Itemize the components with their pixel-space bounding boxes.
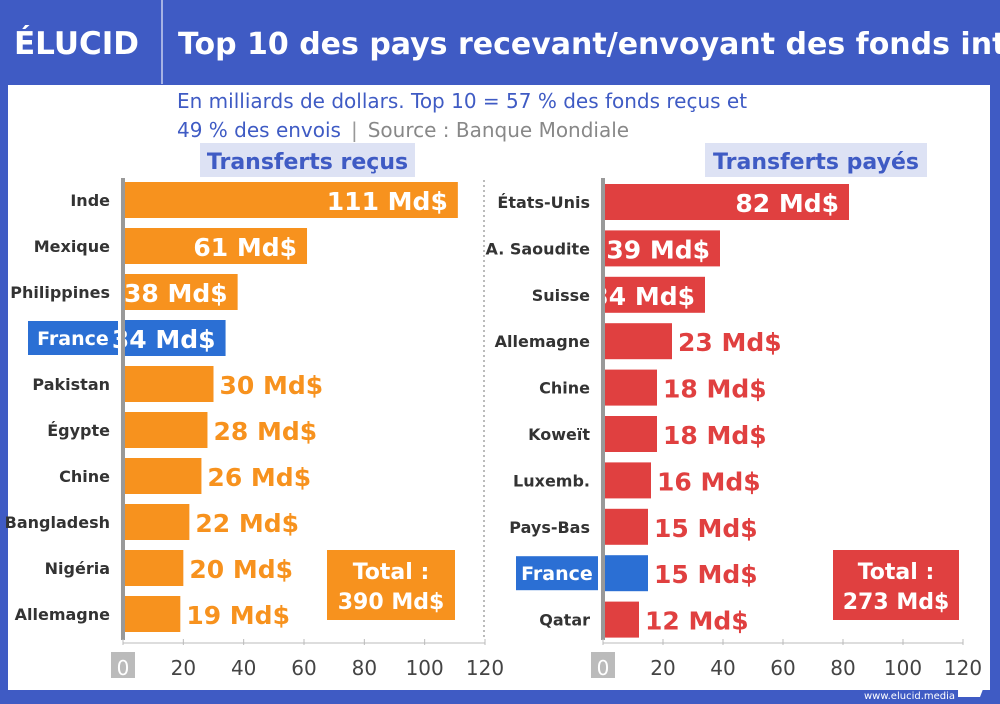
subtitle-line1: En milliards de dollars. Top 10 = 57 % d… — [177, 89, 747, 113]
logo-flag-icon — [958, 684, 985, 697]
category-label: Chine — [59, 467, 110, 486]
france-label-bg — [28, 321, 118, 355]
value-label: 20 Md$ — [189, 555, 293, 584]
total-label: Total : — [353, 560, 430, 585]
category-label: Égypte — [47, 421, 110, 440]
value-label: 15 Md$ — [654, 560, 758, 589]
category-label: Koweït — [528, 425, 590, 444]
bar-Allemagne — [123, 596, 181, 632]
bar-France — [123, 320, 226, 356]
bar-Pays-Bas — [603, 508, 648, 545]
bar-Égypte — [123, 412, 208, 448]
chart-title: Transferts reçus — [207, 150, 408, 175]
x-tick-label: 100 — [884, 656, 922, 680]
total-value: 273 Md$ — [843, 590, 950, 615]
x-tick-label: 80 — [352, 656, 377, 680]
category-label: Allemagne — [15, 605, 111, 624]
category-label: France — [521, 563, 593, 585]
value-label: 111 Md$ — [327, 187, 448, 216]
x-tick-label: 20 — [650, 656, 675, 680]
category-label: États-Unis — [497, 193, 590, 212]
total-value: 390 Md$ — [338, 590, 445, 615]
category-label: Philippines — [10, 283, 110, 302]
bar-Allemagne — [603, 323, 672, 360]
x-tick-label: 100 — [406, 656, 444, 680]
chart-title: Transferts payés — [713, 150, 919, 175]
bar-Chine — [123, 458, 202, 494]
value-label: 18 Md$ — [663, 421, 767, 450]
x-tick-label: 20 — [171, 656, 196, 680]
x-tick-label: 40 — [710, 656, 735, 680]
bar-Inde — [123, 182, 458, 218]
x-tick-label: 0 — [597, 656, 610, 680]
value-label: 34 Md$ — [591, 282, 695, 311]
page-title: Top 10 des pays recevant/envoyant des fo… — [178, 27, 1000, 62]
value-label: 39 Md$ — [606, 235, 710, 264]
category-label: Pakistan — [32, 375, 110, 394]
bar-Pakistan — [123, 366, 214, 402]
category-label: Pays-Bas — [509, 518, 590, 537]
bar-Suisse — [603, 276, 705, 313]
chart-title-bg — [200, 143, 415, 177]
value-label: 19 Md$ — [186, 601, 290, 630]
zero-tick-bg — [591, 652, 615, 678]
value-label: 16 Md$ — [657, 467, 761, 496]
value-label: 82 Md$ — [735, 189, 839, 218]
category-label: Qatar — [539, 611, 590, 630]
value-label: 38 Md$ — [124, 279, 228, 308]
x-tick-label: 60 — [291, 656, 316, 680]
x-tick-label: 80 — [830, 656, 855, 680]
logo: ÉLUCID — [14, 26, 139, 62]
x-tick-label: 40 — [231, 656, 256, 680]
value-label: 61 Md$ — [193, 233, 297, 262]
value-label: 15 Md$ — [654, 514, 758, 543]
bar-Chine — [603, 369, 657, 406]
x-tick-label: 60 — [770, 656, 795, 680]
total-label: Total : — [858, 560, 935, 585]
france-label-bg — [516, 556, 598, 591]
category-label: A. Saoudite — [486, 239, 591, 258]
value-label: 18 Md$ — [663, 375, 767, 404]
category-label: Suisse — [532, 286, 590, 305]
bar-Mexique — [123, 228, 308, 264]
value-label: 22 Md$ — [195, 509, 299, 538]
category-label: Bangladesh — [5, 513, 110, 532]
value-label: 26 Md$ — [207, 463, 311, 492]
subtitle-line2: 49 % des envois | Source : Banque Mondiale — [177, 118, 629, 142]
value-label: 12 Md$ — [645, 607, 749, 636]
category-label: Luxemb. — [513, 471, 590, 490]
total-box — [327, 550, 455, 620]
category-label: France — [37, 328, 109, 350]
chart-title-bg — [705, 143, 927, 177]
bar-États-Unis — [603, 184, 849, 220]
category-label: Mexique — [34, 237, 110, 256]
bar-Nigéria — [123, 550, 184, 586]
category-label: Nigéria — [45, 559, 110, 578]
bar-Koweït — [603, 416, 657, 452]
value-label: 34 Md$ — [112, 325, 216, 354]
total-box — [833, 550, 959, 620]
x-tick-label: 120 — [944, 656, 982, 680]
bar-France — [603, 555, 648, 592]
x-tick-label: 0 — [117, 656, 130, 680]
category-label: Inde — [70, 191, 110, 210]
category-label: Chine — [539, 379, 590, 398]
value-label: 23 Md$ — [678, 328, 782, 357]
zero-tick-bg — [111, 652, 135, 678]
category-label: Allemagne — [495, 332, 591, 351]
footer-url: www.elucid.media — [864, 691, 955, 702]
bar-Bangladesh — [123, 504, 190, 540]
bar-Qatar — [603, 601, 639, 638]
bar-A. Saoudite — [603, 230, 720, 267]
bar-Philippines — [123, 274, 238, 310]
x-tick-label: 120 — [466, 656, 504, 680]
bar-Luxemb. — [603, 462, 651, 499]
value-label: 28 Md$ — [213, 417, 317, 446]
value-label: 30 Md$ — [220, 371, 324, 400]
